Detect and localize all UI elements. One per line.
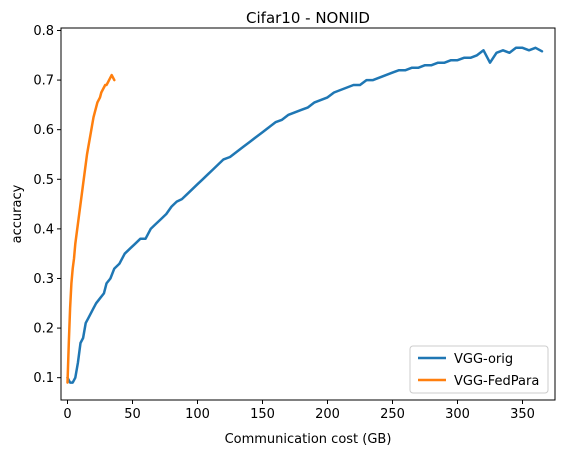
chart-title: Cifar10 - NONIID [246,9,370,27]
x-tick-label: 200 [315,407,340,422]
plot-frame [60,27,556,401]
x-tick-label: 300 [445,407,470,422]
y-tick-label: 0.3 [33,272,54,287]
y-tick-label: 0.7 [33,74,54,89]
series-line-vgg-orig [66,46,544,384]
legend-label-vgg-orig: VGG-orig [454,352,513,367]
y-tick-label: 0.1 [33,371,54,386]
y-tick-label: 0.2 [33,322,54,337]
y-axis: 0.1 0.2 0.3 0.4 0.5 0.6 0.7 0.8 [33,24,61,386]
x-tick-label: 350 [510,407,535,422]
series-line-vgg-fedpara [66,73,116,384]
x-axis: 0 50 100 150 200 250 300 350 [63,400,535,422]
y-tick-label: 0.8 [33,24,54,39]
y-tick-label: 0.4 [33,222,54,237]
x-tick-label: 250 [380,407,405,422]
x-tick-label: 100 [185,407,210,422]
x-axis-label: Communication cost (GB) [225,432,392,447]
legend-label-vgg-fedpara: VGG-FedPara [454,374,539,389]
y-axis-label: accuracy [10,184,25,243]
y-tick-label: 0.6 [33,123,54,138]
plot-area [66,46,544,384]
legend: VGG-orig VGG-FedPara [409,345,549,394]
y-tick-label: 0.5 [33,173,54,188]
x-tick-label: 150 [250,407,275,422]
x-tick-label: 50 [124,407,141,422]
x-tick-label: 0 [63,407,71,422]
